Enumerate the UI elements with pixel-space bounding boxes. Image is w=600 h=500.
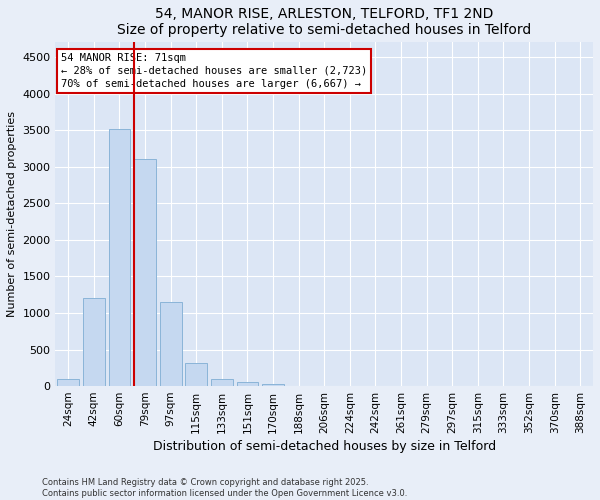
Text: 54 MANOR RISE: 71sqm
← 28% of semi-detached houses are smaller (2,723)
70% of se: 54 MANOR RISE: 71sqm ← 28% of semi-detac… — [61, 53, 367, 89]
Bar — [83, 298, 105, 386]
X-axis label: Distribution of semi-detached houses by size in Telford: Distribution of semi-detached houses by … — [153, 440, 496, 453]
Bar — [58, 379, 79, 386]
Bar — [211, 379, 233, 386]
Title: 54, MANOR RISE, ARLESTON, TELFORD, TF1 2ND
Size of property relative to semi-det: 54, MANOR RISE, ARLESTON, TELFORD, TF1 2… — [117, 7, 532, 37]
Text: Contains HM Land Registry data © Crown copyright and database right 2025.
Contai: Contains HM Land Registry data © Crown c… — [42, 478, 407, 498]
Bar — [236, 382, 259, 386]
Bar — [109, 129, 130, 386]
Bar — [262, 384, 284, 386]
Bar — [185, 364, 207, 386]
Bar — [160, 302, 182, 386]
Y-axis label: Number of semi-detached properties: Number of semi-detached properties — [7, 112, 17, 318]
Bar — [134, 160, 156, 386]
